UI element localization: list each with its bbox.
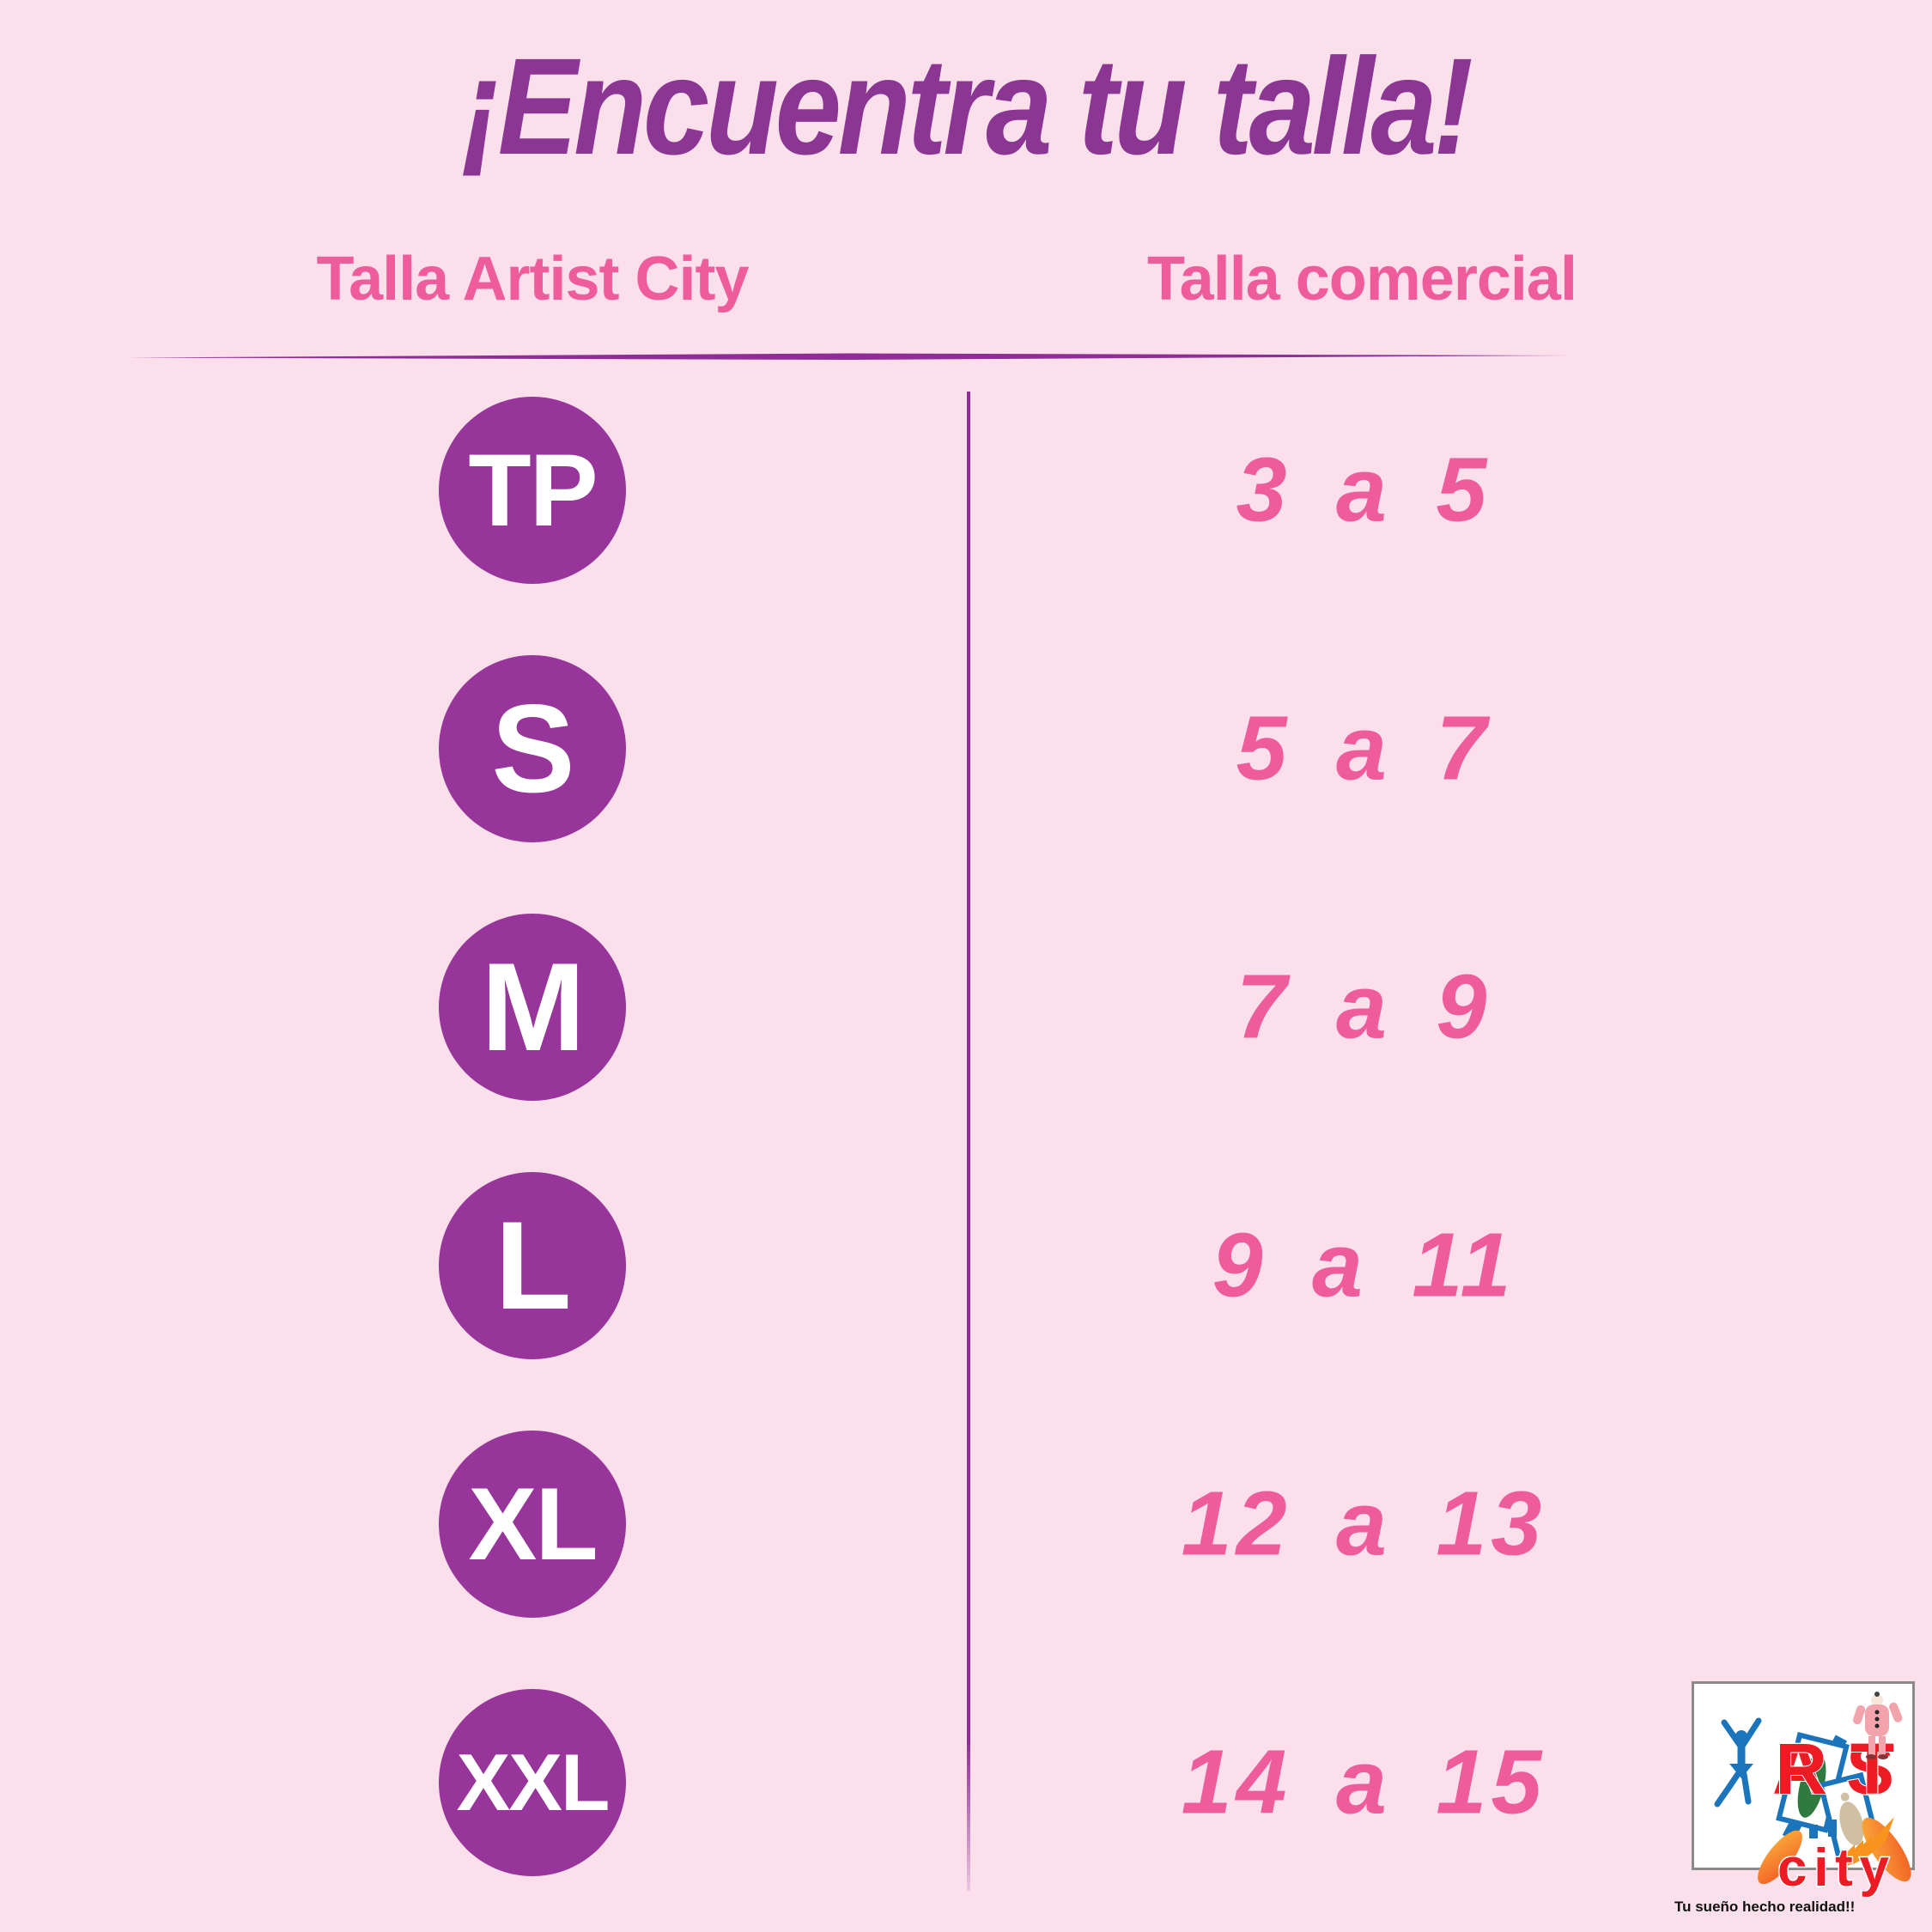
logo-brand-left: AR [1772, 1728, 1827, 1809]
commercial-size-value: 12 a 13 [1181, 1473, 1546, 1574]
column-header-artist-size: Talla Artist City [316, 245, 749, 313]
horizontal-divider [129, 353, 1571, 360]
table-row: TP 3 a 5 [0, 361, 1932, 619]
ballerina-icon [1714, 1717, 1762, 1807]
logo-artwork: AR ST [1714, 1692, 1911, 1899]
swoosh-steps-icon [1838, 1817, 1894, 1867]
table-row: L 9 a 11 [0, 1136, 1932, 1394]
size-badge-xxl: XXL [439, 1688, 626, 1876]
page-title: ¡Encuentra tu talla! [462, 29, 1473, 183]
size-badge-tp: TP [439, 396, 626, 584]
size-badge-label: XL [468, 1466, 598, 1582]
swoosh-right-icon [1862, 1817, 1911, 1882]
commercial-size-value: 7 a 9 [1236, 956, 1492, 1057]
size-badge-l: L [439, 1171, 626, 1359]
commercial-size-value: 5 a 7 [1236, 697, 1492, 799]
table-row: XL 12 a 13 [0, 1394, 1932, 1653]
commercial-size-value: 9 a 11 [1212, 1214, 1516, 1315]
size-badge-label: S [491, 677, 574, 818]
commercial-size-value: 14 a 15 [1181, 1731, 1546, 1832]
artist-city-logo: AR ST [1674, 1681, 1923, 1932]
size-badge-label: M [481, 936, 586, 1077]
size-badge-s: S [439, 654, 626, 842]
size-badge-label: L [495, 1194, 571, 1335]
title-container: ¡Encuentra tu talla! [0, 31, 1932, 182]
size-badge-m: M [439, 913, 626, 1101]
table-row: S 5 a 7 [0, 619, 1932, 878]
logo-brand-right: ST [1846, 1728, 1894, 1809]
logo-tagline: Tu sueño hecho realidad!! [1674, 1899, 1856, 1915]
column-header-commercial-size: Talla comercial [1147, 245, 1577, 313]
swoosh-left-icon [1758, 1830, 1802, 1885]
city-i-dot-accent [1809, 1825, 1818, 1838]
size-badge-label: XXL [456, 1736, 611, 1827]
vertical-divider [967, 392, 970, 1891]
size-badge-xl: XL [439, 1430, 626, 1618]
table-row: M 7 a 9 [0, 878, 1932, 1136]
table-row: XXL 14 a 15 [0, 1653, 1932, 1911]
city-t-top-accent [1828, 1820, 1837, 1837]
commercial-size-value: 3 a 5 [1236, 439, 1492, 540]
clown-icon [1853, 1692, 1903, 1759]
logo-city-label: city [1777, 1838, 1890, 1898]
size-badge-label: TP [468, 432, 598, 548]
